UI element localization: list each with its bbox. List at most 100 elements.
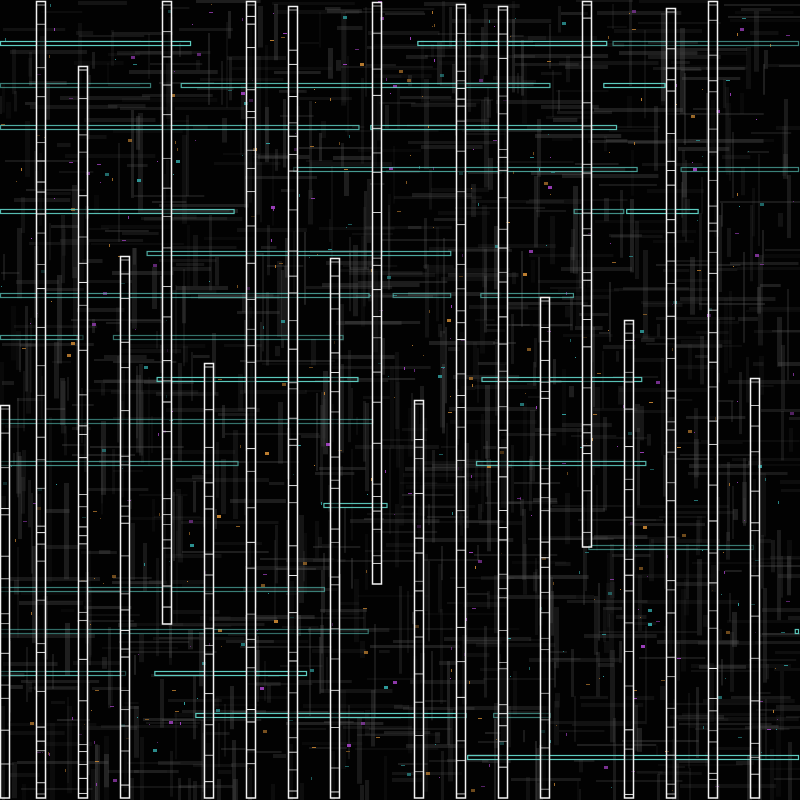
texture-stroke	[616, 351, 619, 362]
texture-stroke	[255, 154, 260, 215]
texture-stroke	[596, 485, 598, 551]
horizontal-bar	[794, 628, 800, 635]
texture-stroke	[569, 386, 574, 398]
texture-stroke	[120, 786, 195, 788]
texture-stroke	[320, 609, 367, 612]
texture-speck	[345, 766, 349, 767]
texture-stroke	[535, 134, 622, 138]
texture-stroke	[689, 464, 750, 468]
texture-stroke	[101, 725, 198, 728]
texture-speck	[393, 295, 397, 296]
texture-stroke	[787, 540, 792, 580]
texture-speck	[510, 676, 511, 677]
texture-stroke	[144, 217, 243, 221]
texture-stroke	[475, 319, 495, 321]
texture-stroke	[88, 75, 91, 86]
texture-speck	[527, 348, 531, 351]
texture-speck	[137, 717, 138, 718]
texture-speck	[523, 273, 527, 276]
texture-stroke	[537, 783, 541, 800]
texture-stroke	[500, 36, 598, 40]
texture-stroke	[358, 281, 448, 283]
texture-stroke	[327, 9, 362, 13]
texture-speck	[175, 141, 176, 144]
texture-speck	[738, 603, 739, 606]
texture-speck	[432, 11, 433, 14]
texture-stroke	[758, 539, 772, 543]
texture-speck	[218, 379, 222, 380]
texture-speck	[330, 98, 331, 101]
texture-stroke	[90, 446, 184, 448]
texture-speck	[311, 198, 315, 199]
texture-stroke	[684, 73, 686, 145]
texture-stroke	[512, 561, 567, 564]
texture-stroke	[619, 51, 698, 55]
texture-stroke	[29, 242, 90, 245]
texture-stroke	[80, 280, 133, 283]
texture-speck	[51, 301, 52, 302]
texture-speck	[72, 717, 73, 720]
texture-stroke	[216, 442, 219, 498]
texture-speck	[343, 64, 347, 65]
texture-stroke	[644, 30, 646, 119]
texture-speck	[54, 198, 55, 199]
texture-speck	[469, 552, 473, 553]
texture-stroke	[675, 582, 715, 586]
texture-stroke	[49, 417, 52, 513]
texture-stroke	[531, 171, 593, 175]
texture-speck	[312, 747, 316, 748]
texture-stroke	[427, 516, 469, 518]
texture-stroke	[607, 553, 610, 628]
texture-stroke	[356, 295, 434, 298]
texture-stroke	[762, 608, 800, 612]
texture-stroke	[215, 257, 219, 286]
texture-speck	[726, 80, 730, 81]
texture-speck	[433, 227, 434, 228]
texture-stroke	[570, 126, 661, 128]
texture-stroke	[299, 147, 382, 149]
texture-stroke	[745, 726, 800, 729]
texture-stroke	[351, 449, 353, 541]
texture-stroke	[463, 640, 502, 644]
texture-stroke	[256, 56, 261, 156]
texture-stroke	[1, 634, 95, 638]
texture-stroke	[253, 156, 292, 158]
texture-stroke	[756, 768, 800, 770]
texture-stroke	[34, 686, 81, 690]
texture-speck	[404, 367, 405, 370]
texture-stroke	[699, 303, 765, 305]
texture-speck	[390, 93, 391, 94]
texture-stroke	[256, 682, 281, 686]
texture-stroke	[266, 292, 269, 366]
texture-stroke	[581, 703, 644, 707]
texture-stroke	[89, 550, 91, 646]
texture-stroke	[345, 11, 425, 13]
texture-stroke	[17, 398, 44, 401]
texture-stroke	[3, 662, 58, 666]
texture-stroke	[513, 671, 517, 715]
texture-stroke	[533, 572, 537, 592]
texture-stroke	[365, 550, 424, 552]
texture-stroke	[743, 498, 746, 525]
texture-stroke	[65, 623, 70, 676]
texture-speck	[648, 609, 652, 612]
texture-stroke	[604, 136, 607, 152]
texture-stroke	[749, 659, 797, 661]
texture-speck	[688, 430, 692, 433]
texture-stroke	[472, 200, 565, 203]
texture-stroke	[365, 226, 452, 229]
texture-speck	[275, 265, 276, 268]
texture-speck	[438, 375, 442, 378]
texture-stroke	[209, 617, 278, 621]
texture-stroke	[228, 11, 231, 39]
texture-stroke	[265, 107, 269, 163]
texture-stroke	[319, 227, 395, 230]
texture-stroke	[535, 741, 537, 800]
texture-stroke	[657, 774, 660, 800]
texture-stroke	[354, 579, 359, 643]
texture-stroke	[774, 668, 800, 671]
texture-stroke	[226, 22, 228, 108]
texture-stroke	[305, 390, 326, 392]
texture-stroke	[689, 768, 691, 800]
texture-stroke	[694, 408, 698, 489]
